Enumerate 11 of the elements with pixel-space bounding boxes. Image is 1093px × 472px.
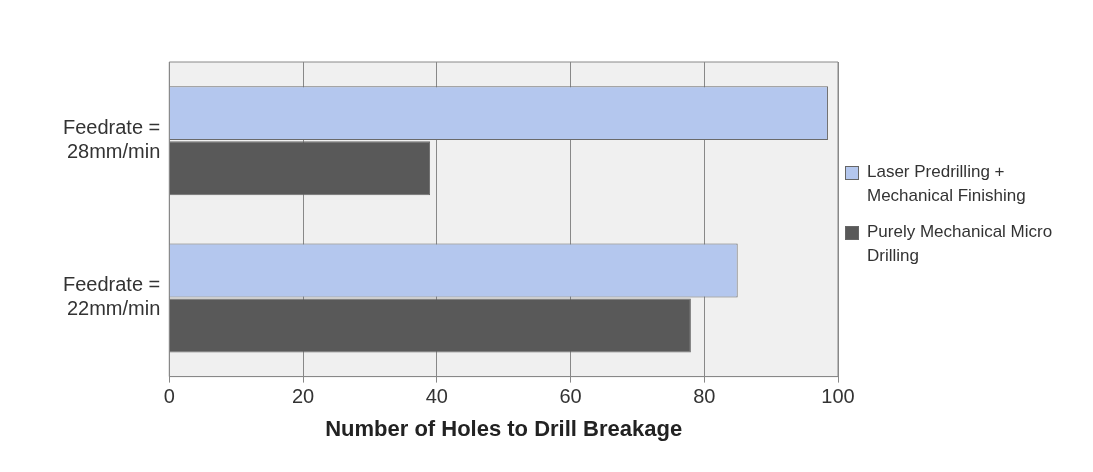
x-tick-label: 20 bbox=[291, 385, 315, 408]
y-tick-label: Feedrate = 22mm/min bbox=[62, 273, 161, 320]
x-tick-label: 100 bbox=[821, 385, 855, 408]
y-tick-label: Feedrate = 28mm/min bbox=[62, 116, 161, 163]
x-tick-label: 40 bbox=[425, 385, 448, 408]
x-tick-label: 60 bbox=[559, 385, 582, 408]
legend-label: Purely Mechanical Micro Drilling bbox=[867, 221, 1054, 267]
legend-label: Laser Predrilling + Mechanical Finishing bbox=[867, 161, 1027, 207]
x-tick-label: 80 bbox=[693, 385, 716, 408]
x-tick-label: 0 bbox=[163, 385, 175, 408]
x-axis-title: Number of Holes to Drill Breakage bbox=[325, 415, 683, 441]
